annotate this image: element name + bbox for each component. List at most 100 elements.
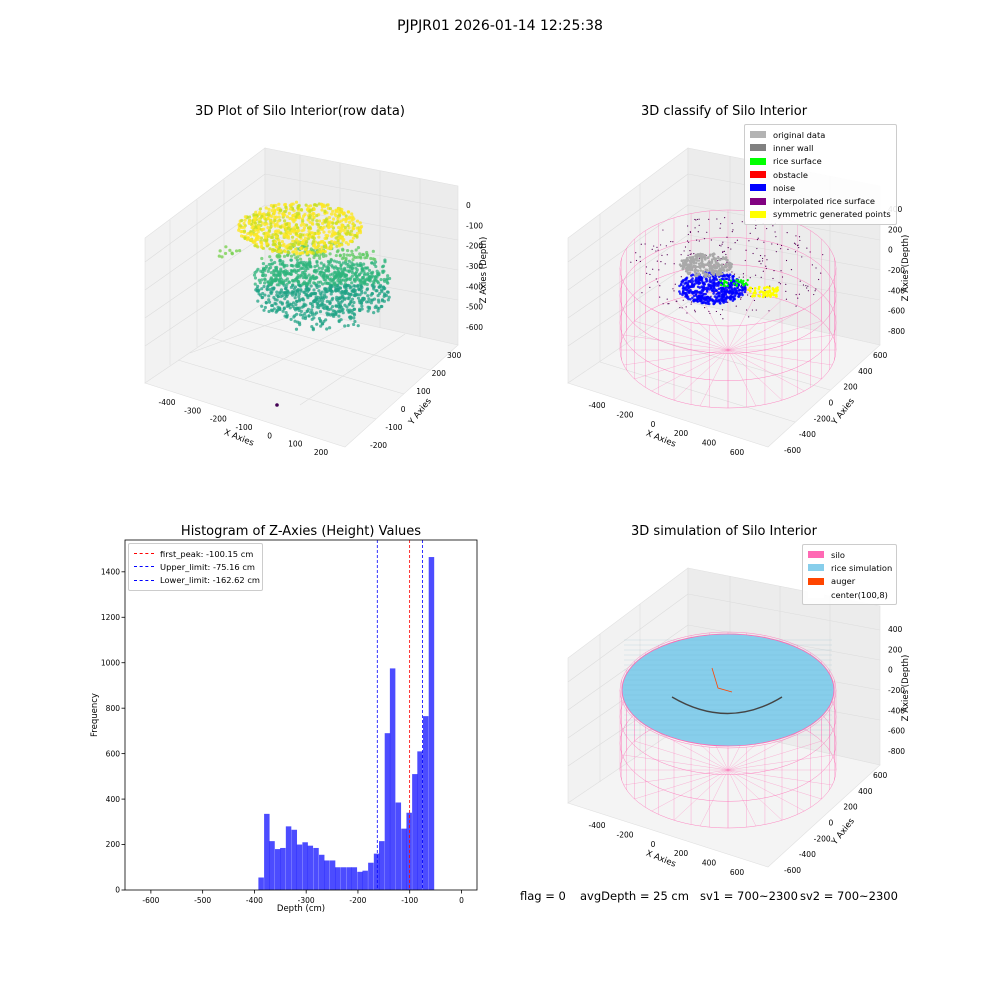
- interpolated-point: [687, 225, 689, 227]
- rice-surface-point: [746, 279, 749, 282]
- noise-point: [713, 301, 717, 305]
- y-tick: 200: [843, 383, 858, 392]
- wire-spoke: [727, 769, 822, 800]
- raw-point: [305, 239, 309, 244]
- raw-point: [249, 238, 253, 242]
- original-point: [716, 271, 719, 274]
- wire-spoke: [651, 728, 729, 771]
- raw-point: [323, 286, 327, 291]
- raw-point: [335, 266, 339, 271]
- interpolated-point: [652, 268, 654, 270]
- raw-point: [277, 250, 281, 254]
- z-tick: -600: [466, 323, 483, 332]
- histogram-bar: [302, 842, 308, 890]
- raw-point: [360, 275, 365, 280]
- raw-point: [286, 250, 290, 254]
- raw-point: [348, 264, 352, 268]
- raw-point: [362, 273, 367, 277]
- interpolated-point: [813, 293, 815, 296]
- rice-surface-point: [735, 279, 738, 282]
- raw-point: [353, 293, 357, 297]
- interpolated-point: [756, 247, 758, 250]
- wire-spoke: [727, 728, 805, 771]
- raw-point: [354, 278, 358, 282]
- raw-point: [334, 214, 338, 218]
- noise-point: [685, 288, 688, 292]
- histogram-bar: [389, 668, 396, 890]
- raw-point: [330, 232, 334, 236]
- raw-point: [297, 242, 301, 246]
- raw-point: [338, 213, 342, 217]
- raw-point: [281, 213, 285, 218]
- raw-point: [311, 235, 315, 240]
- noise-point: [684, 292, 687, 296]
- raw-point: [290, 202, 294, 206]
- noise-point: [741, 293, 744, 297]
- interpolated-point: [785, 259, 788, 262]
- x-tick: -400: [158, 398, 175, 407]
- raw-point: [256, 284, 260, 288]
- interpolated-point: [731, 271, 733, 273]
- original-point: [719, 272, 723, 276]
- wire-spoke: [623, 769, 729, 786]
- raw-point: [321, 221, 325, 225]
- raw-point: [354, 248, 358, 252]
- raw-point: [291, 301, 296, 305]
- z-tick: -500: [466, 303, 483, 312]
- raw-point: [356, 284, 360, 289]
- raw-point: [307, 250, 312, 254]
- original-point: [686, 258, 690, 262]
- raw-point: [260, 295, 264, 300]
- raw-point: [367, 297, 371, 301]
- interpolated-point: [747, 294, 749, 296]
- wire-spoke: [673, 299, 729, 351]
- y-tick: -200: [814, 414, 831, 423]
- raw-point: [324, 254, 328, 258]
- noise-point: [721, 277, 724, 281]
- z-tick: 0: [466, 201, 471, 210]
- raw-point: [242, 229, 247, 233]
- noise-point: [684, 295, 687, 298]
- symmetric-point: [765, 294, 769, 298]
- interpolated-point: [768, 310, 770, 312]
- raw-point: [317, 289, 321, 293]
- histogram-bar: [269, 841, 275, 890]
- interpolated-point: [797, 244, 799, 246]
- raw-point: [301, 281, 305, 286]
- simulation-legend: silo rice simulation auger center(100,8): [802, 544, 897, 606]
- interpolated-point: [695, 219, 697, 221]
- raw-point: [358, 307, 362, 311]
- interpolated-point: [709, 312, 711, 315]
- original-point: [703, 263, 707, 267]
- raw-point: [387, 276, 392, 281]
- symmetric-point: [775, 293, 778, 297]
- raw-point: [339, 266, 343, 270]
- raw-point: [315, 246, 319, 250]
- histogram-bar: [373, 853, 380, 890]
- raw-point: [315, 322, 319, 326]
- raw-point: [351, 304, 355, 308]
- noise-point: [715, 297, 718, 300]
- interpolated-point: [749, 232, 751, 234]
- raw-point: [277, 241, 281, 246]
- interpolated-point: [736, 239, 739, 241]
- raw-point: [269, 222, 273, 226]
- raw-point: [327, 216, 332, 220]
- raw-point: [291, 243, 295, 247]
- raw-point: [306, 289, 310, 293]
- interpolated-point: [805, 284, 807, 287]
- raw-point: [355, 262, 359, 266]
- interpolated-point: [766, 227, 768, 230]
- noise-point: [724, 277, 728, 281]
- interpolated-point: [762, 270, 764, 272]
- raw-point: [311, 244, 316, 248]
- raw-point: [336, 270, 340, 274]
- raw-point: [292, 218, 296, 222]
- noise-point: [696, 279, 700, 283]
- noise-point: [728, 273, 732, 277]
- raw-point: [326, 234, 330, 238]
- wire-spoke: [727, 349, 805, 392]
- legend-entry: auger: [808, 575, 891, 588]
- noise-point: [718, 291, 722, 295]
- raw-point: [329, 277, 333, 281]
